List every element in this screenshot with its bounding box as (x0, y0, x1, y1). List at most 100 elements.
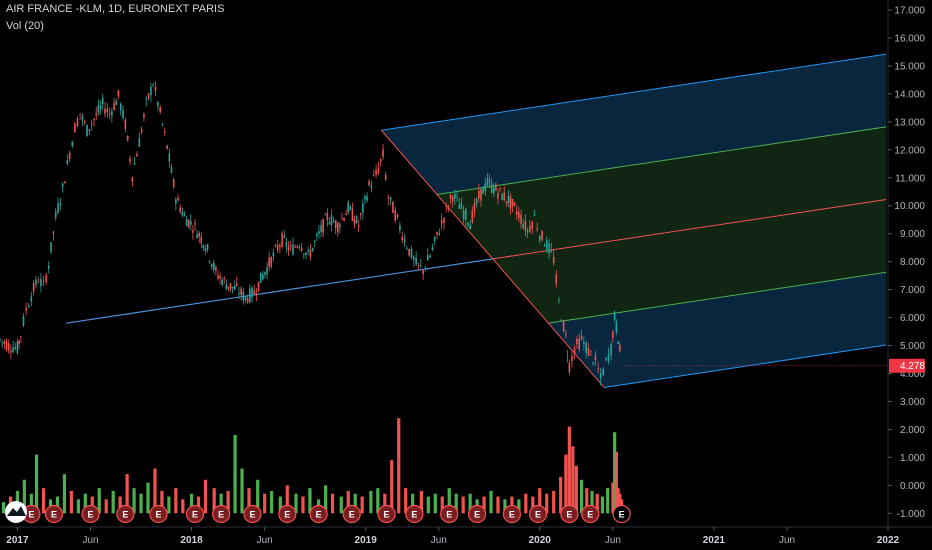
volume-bar (219, 493, 223, 514)
candle-body (126, 135, 129, 141)
price-tick-label: 8.000 (900, 257, 925, 268)
volume-bar (600, 496, 605, 514)
candle-body (433, 236, 436, 242)
earnings-circle (560, 504, 579, 524)
candle-body (145, 98, 148, 100)
volume-bar (353, 493, 357, 514)
price-tick-label: 7.000 (900, 285, 925, 296)
candle-body (585, 343, 587, 354)
earnings-marker[interactable]: E (309, 504, 328, 524)
volume-bar (524, 493, 528, 514)
volume-bar (203, 479, 208, 514)
volume-bar (574, 465, 578, 514)
earnings-marker[interactable]: E (342, 504, 361, 524)
time-tick-label: 2017 (6, 535, 29, 546)
volume-bar (69, 490, 73, 514)
volume-bar (330, 493, 335, 514)
candle-body (18, 340, 20, 344)
candle-body (524, 221, 527, 231)
candle-body (54, 211, 57, 218)
earnings-marker[interactable]: E (116, 504, 135, 524)
earnings-marker[interactable]: E (212, 504, 231, 524)
earnings-marker[interactable]: E (44, 504, 64, 524)
volume-bar (496, 496, 500, 514)
earnings-marker[interactable]: E (377, 504, 396, 524)
candle-body (533, 214, 536, 216)
earnings-marker[interactable]: E (243, 504, 262, 524)
candle-body (566, 355, 569, 357)
volume-bar (595, 493, 599, 514)
volume-bar (181, 499, 185, 514)
candle-body (545, 239, 548, 250)
volume-bar (613, 432, 617, 514)
candle-body (164, 131, 166, 133)
candle-body (560, 320, 563, 322)
candle-body (246, 298, 249, 303)
candle-body (143, 113, 145, 118)
volume-bar (301, 496, 305, 514)
volume-indicator-label[interactable]: Vol (20) (6, 20, 44, 32)
candle-body (251, 287, 253, 298)
candle-body (42, 280, 45, 282)
earnings-marker[interactable]: E (81, 504, 100, 524)
candle-body (122, 109, 124, 119)
candle-body (303, 253, 305, 256)
candle-body (497, 192, 499, 199)
candle-body (1, 341, 3, 343)
candle-body (511, 199, 514, 207)
candle-body (424, 267, 427, 270)
pitchfork-drawing[interactable] (66, 53, 887, 388)
earnings-circle (185, 504, 205, 524)
price-tick-label: 0.000 (900, 481, 925, 492)
candle-body (478, 190, 480, 199)
candle-body (486, 178, 489, 186)
earnings-marker[interactable]: E (528, 504, 548, 524)
candle-body (311, 247, 314, 252)
earnings-marker[interactable]: E (502, 504, 522, 524)
earnings-marker[interactable]: E (467, 504, 487, 524)
candle-body (410, 248, 413, 259)
candle-body (119, 103, 122, 111)
earnings-marker[interactable]: E (149, 504, 168, 524)
candle-body (375, 169, 377, 175)
volume-bar (503, 499, 507, 514)
earnings-marker[interactable]: E (440, 504, 459, 524)
candle-body (257, 281, 260, 291)
candle-body (292, 244, 294, 255)
candle-body (25, 307, 27, 311)
time-tick-label: Jun (431, 535, 447, 546)
volume-bar (411, 493, 415, 514)
earnings-marker[interactable]: E (185, 504, 205, 524)
candle-body (345, 213, 347, 216)
volume-bar (376, 488, 380, 514)
candle-body (5, 341, 8, 351)
candle-body (185, 219, 188, 227)
earnings-marker[interactable]: E (560, 504, 579, 524)
volume-bar (1, 502, 6, 514)
candle-body (413, 256, 415, 261)
earnings-marker[interactable]: E (405, 504, 424, 524)
candle-body (83, 121, 86, 123)
candle-body (488, 180, 491, 182)
candle-body (198, 232, 200, 237)
candle-body (322, 219, 324, 233)
earnings-marker[interactable]: E (612, 504, 631, 524)
volume-bar (390, 460, 394, 514)
candle-body (249, 288, 251, 303)
earnings-circle (612, 504, 631, 524)
volume-bar (517, 499, 521, 514)
time-tick-label: 2020 (529, 535, 552, 546)
candle-body (221, 279, 223, 286)
candle-body (113, 102, 115, 110)
earnings-marker[interactable]: E (278, 504, 297, 524)
candle-body (194, 223, 196, 225)
volume-bar (125, 474, 129, 514)
candle-body (387, 197, 390, 199)
earnings-marker[interactable]: E (581, 504, 600, 524)
earnings-letter: E (192, 510, 198, 520)
candle-body (157, 102, 159, 107)
pitchfork-zone-lower (548, 272, 887, 388)
candle-body (332, 221, 335, 223)
